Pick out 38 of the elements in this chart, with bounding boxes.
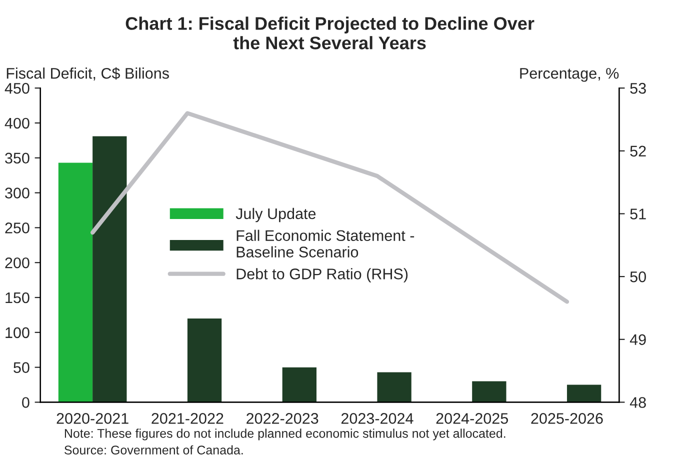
y-tick-label: 200 (5, 257, 30, 268)
x-tick-label: 2022-2023 (246, 413, 318, 424)
y2-tick-label: 50 (630, 271, 646, 282)
y-axis-title: Fiscal Deficit, C$ Bilions (6, 67, 169, 81)
y2-tick-label: 52 (630, 146, 646, 157)
y2-tick-label: 53 (630, 82, 646, 94)
bar (187, 318, 222, 402)
y-tick-label: 150 (6, 292, 30, 304)
bar (377, 372, 412, 402)
legend-label: Fall Economic Statement - Baseline Scenario (236, 230, 414, 258)
y-tick-label: 350 (5, 152, 30, 164)
y2-tick-label: 48 (630, 397, 646, 408)
y2-tick-label: 51 (630, 208, 646, 220)
y-tick-label: 50 (14, 362, 30, 373)
y-tick-label: 400 (4, 118, 30, 129)
legend-label: Debt to GDP Ratio (RHS) (236, 268, 408, 282)
text: Note: These figures do not include planned economic stimulus not yet allocated. (64, 428, 506, 440)
x-tick-label: 2021-2022 (152, 413, 224, 424)
line-series (90, 111, 570, 304)
y-tick-label: 250 (5, 222, 30, 234)
chart-title: Chart 1: Fiscal Deficit Projected to Decline Over the Next Several Years (126, 16, 534, 50)
x-tick-label: 2024-2025 (436, 413, 508, 424)
source-note: Source: Government of Canada. (64, 445, 243, 454)
y2-tick-label: 49 (630, 334, 646, 346)
legend-label: July Update (236, 208, 316, 222)
x-tick-label: 2020-2021 (56, 413, 128, 424)
bar (92, 136, 127, 402)
bar (472, 381, 506, 402)
y-tick-label: 300 (5, 188, 30, 198)
bar (282, 367, 316, 402)
y-tick-label: 0 (22, 397, 30, 408)
bar (566, 384, 602, 402)
y-tick-label: 450 (4, 82, 30, 94)
bar (58, 162, 93, 402)
y-tick-label: 100 (6, 327, 30, 338)
x-tick-label: 2023-2024 (341, 413, 414, 424)
y2-axis-title: Percentage, % (520, 68, 619, 82)
x-tick-label: 2025-2026 (531, 413, 603, 424)
